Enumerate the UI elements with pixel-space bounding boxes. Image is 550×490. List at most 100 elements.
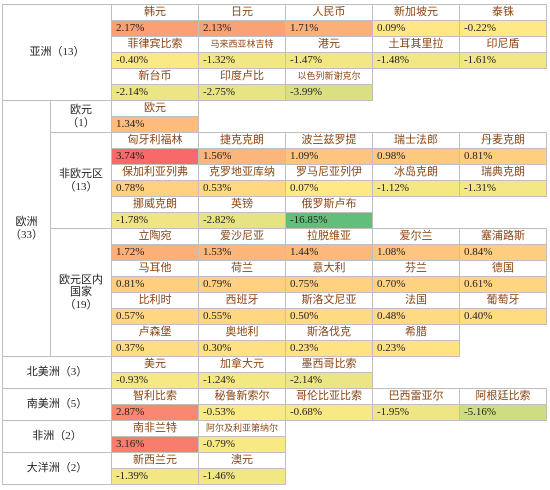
currency-name-text: 希腊 <box>405 326 427 339</box>
currency-name-text: 印尼盾 <box>486 38 520 51</box>
change-cell: 3.16% <box>111 436 199 453</box>
change-cell: 1.44% <box>285 244 373 261</box>
currency-name-text: 保加利亚列弗 <box>122 166 188 179</box>
currency-name-text: 立陶宛 <box>138 230 172 243</box>
subregion-label-line: 非欧元区 <box>59 167 103 180</box>
subregion-label: 欧元区内 国家 （19） <box>50 228 112 357</box>
currency-name-text: 新加坡元 <box>394 6 438 19</box>
change-cell: 2.17% <box>111 20 199 37</box>
change-cell: -2.82% <box>198 212 286 229</box>
change-label: 1.44% <box>290 246 319 259</box>
change-cell: -16.85% <box>285 212 373 229</box>
change-cell: 0.55% <box>198 308 286 325</box>
subregion-label-line: （13） <box>64 180 98 193</box>
currency-name-text: 罗马尼亚列伊 <box>296 166 362 179</box>
change-label: -1.78% <box>116 214 149 227</box>
currency-name: 菲律宾比索 <box>111 36 199 53</box>
currency-name-text: 意大利 <box>312 262 346 275</box>
currency-name: 阿根廷比索 <box>459 388 547 405</box>
change-cell: -0.79% <box>198 436 286 453</box>
currency-name: 澳元 <box>198 452 286 469</box>
change-label: 0.98% <box>377 150 406 163</box>
change-cell: -0.93% <box>111 372 199 389</box>
currency-name-text: 哥伦比亚比索 <box>296 390 362 403</box>
change-label: 0.61% <box>464 278 493 291</box>
change-label: -1.95% <box>377 406 410 419</box>
change-label: 0.30% <box>203 342 232 355</box>
region-label-line: 非洲（2） <box>32 430 82 443</box>
change-cell: -2.75% <box>198 84 286 101</box>
change-cell: 0.81% <box>459 148 547 165</box>
currency-name: 斯洛文尼亚 <box>285 292 373 309</box>
currency-name: 新西兰元 <box>111 452 199 469</box>
currency-name-text: 人民币 <box>312 6 346 19</box>
change-cell: -5.16% <box>459 404 547 421</box>
currency-name: 韩元 <box>111 4 199 21</box>
change-cell: -1.95% <box>372 404 460 421</box>
currency-name-text: 奥地利 <box>225 326 259 339</box>
currency-name: 冰岛克朗 <box>372 164 460 181</box>
change-label: 1.71% <box>290 22 319 35</box>
currency-name-text: 韩元 <box>144 6 166 19</box>
change-label: -0.53% <box>203 406 236 419</box>
currency-name: 智利比索 <box>111 388 199 405</box>
currency-name-text: 南非兰特 <box>133 422 177 435</box>
change-label: 3.74% <box>116 150 145 163</box>
change-label: 0.23% <box>377 342 406 355</box>
currency-name-text: 马耳他 <box>138 262 172 275</box>
change-cell: -1.12% <box>372 180 460 197</box>
change-label: -1.47% <box>290 54 323 67</box>
region-label-line: 北美洲（3） <box>26 366 88 379</box>
change-cell: 0.23% <box>285 340 373 357</box>
change-label: 0.81% <box>116 278 145 291</box>
change-cell: -0.53% <box>198 404 286 421</box>
change-label: -1.48% <box>377 54 410 67</box>
change-label: 0.09% <box>377 22 406 35</box>
currency-name: 奥地利 <box>198 324 286 341</box>
change-label: 0.70% <box>377 278 406 291</box>
currency-name: 芬兰 <box>372 260 460 277</box>
change-cell: 0.98% <box>372 148 460 165</box>
currency-name-text: 匈牙利福林 <box>127 134 183 147</box>
currency-name: 瑞典克朗 <box>459 164 547 181</box>
change-label: 0.50% <box>290 310 319 323</box>
subregion-label: 非欧元区 （13） <box>50 132 112 229</box>
currency-name: 瑞士法郎 <box>372 132 460 149</box>
subregion-label: 欧元 （1） <box>50 100 112 133</box>
change-label: 1.53% <box>203 246 232 259</box>
change-cell: -1.46% <box>198 468 286 485</box>
change-label: -1.61% <box>464 54 497 67</box>
change-label: -0.93% <box>116 374 149 387</box>
currency-name: 南非兰特 <box>111 420 199 437</box>
change-cell: -3.99% <box>285 84 373 101</box>
currency-name: 匈牙利福林 <box>111 132 199 149</box>
change-cell: 0.75% <box>285 276 373 293</box>
currency-name-text: 斯洛文尼亚 <box>301 294 357 307</box>
currency-name-text: 加拿大元 <box>220 358 264 371</box>
change-label: 0.53% <box>203 182 232 195</box>
currency-name-text: 欧元 <box>144 102 166 115</box>
change-cell: 1.08% <box>372 244 460 261</box>
change-label: 1.08% <box>377 246 406 259</box>
region-label: 亚洲（13） <box>2 4 112 101</box>
region-label: 大洋洲（2） <box>2 452 112 485</box>
currency-name: 挪威克朗 <box>111 196 199 213</box>
currency-name: 巴西雷亚尔 <box>372 388 460 405</box>
currency-name-text: 新西兰元 <box>133 454 177 467</box>
currency-name: 爱沙尼亚 <box>198 228 286 245</box>
currency-name-text: 秘鲁新索尔 <box>214 390 270 403</box>
currency-name-text: 智利比索 <box>133 390 177 403</box>
change-label: 2.13% <box>203 22 232 35</box>
currency-name: 英镑 <box>198 196 286 213</box>
subregion-label-line: （1） <box>67 116 95 129</box>
currency-name: 阿尔及利亚第纳尔 <box>198 420 286 437</box>
change-label: 0.78% <box>116 182 145 195</box>
currency-name: 卢森堡 <box>111 324 199 341</box>
change-label: -1.32% <box>203 54 236 67</box>
currency-name-text: 芬兰 <box>405 262 427 275</box>
currency-name-text: 泰铢 <box>492 6 514 19</box>
currency-name-text: 斯洛伐克 <box>307 326 351 339</box>
region-label: 欧洲 （33） <box>2 100 51 357</box>
currency-name-text: 法国 <box>405 294 427 307</box>
change-cell: 0.48% <box>372 308 460 325</box>
